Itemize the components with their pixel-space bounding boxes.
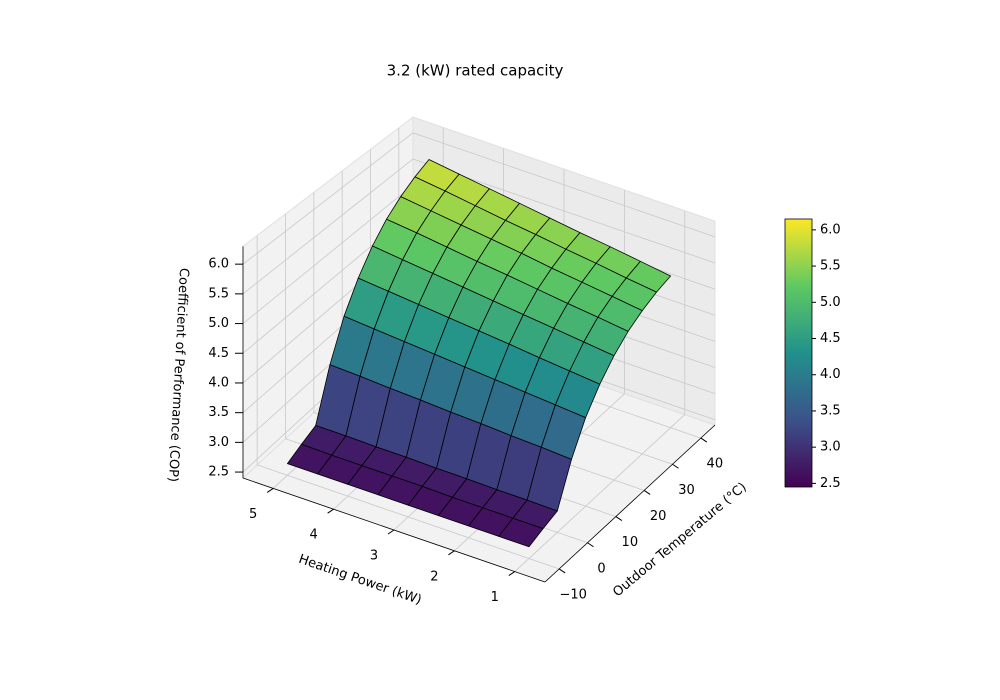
y-tick-label: 0 xyxy=(597,561,605,576)
y-tick xyxy=(615,516,623,521)
z-tick-label: 6.0 xyxy=(208,257,229,272)
chart-title: 3.2 (kW) rated capacity xyxy=(387,62,564,80)
z-tick-label: 4.5 xyxy=(208,346,229,361)
y-tick xyxy=(700,437,708,443)
y-tick xyxy=(672,463,679,469)
surface xyxy=(286,159,671,548)
x-tick-label: 4 xyxy=(309,528,317,543)
y-tick xyxy=(558,568,566,574)
x-tick-label: 5 xyxy=(249,507,257,522)
colorbar: 2.5 3.0 3.5 4.0 4.5 5.0 5.5 6.0 xyxy=(784,218,841,491)
z-tick-label: 4.0 xyxy=(208,375,229,390)
grid-line xyxy=(257,464,560,570)
x-tick xyxy=(508,571,516,577)
x-tick xyxy=(266,487,274,493)
y-tick-label: 40 xyxy=(707,457,724,472)
z-tick-label: 5.5 xyxy=(208,286,229,301)
y-axis-line xyxy=(544,424,716,583)
grid-line xyxy=(412,132,716,238)
x-tick xyxy=(327,508,334,514)
colorbar-tick-label: 4.5 xyxy=(820,331,841,346)
grid-line xyxy=(242,158,414,295)
y-tick-label: 20 xyxy=(650,509,667,524)
y-tick-label: 10 xyxy=(622,535,639,550)
y-tick-label: 30 xyxy=(678,483,695,498)
colorbar-tick-label: 2.5 xyxy=(820,476,841,491)
z-tick-label: 3.5 xyxy=(208,405,229,420)
colorbar-tick-label: 3.5 xyxy=(820,403,841,418)
x-tick-label: 3 xyxy=(370,549,378,564)
colorbar-tick-label: 5.5 xyxy=(820,259,841,274)
x-tick xyxy=(387,529,395,535)
grid-line xyxy=(242,184,414,324)
y-tick-label: −10 xyxy=(559,587,586,602)
colorbar-tick-label: 5.0 xyxy=(820,295,841,310)
z-tick-label: 3.0 xyxy=(208,435,229,450)
surface-cell xyxy=(498,517,544,548)
colorbar-tick-label: 4.0 xyxy=(820,367,841,382)
colorbar-tick-label: 3.0 xyxy=(820,440,841,455)
z-tick-label: 5.0 xyxy=(208,316,229,331)
x-tick-label: 1 xyxy=(491,590,499,605)
colorbar-gradient xyxy=(784,218,813,488)
axes: 1 2 3 4 5 −10 0 10 20 30 40 2.5 3.0 3.5 4.0 4.5 5.0 5.5 6.… xyxy=(208,246,723,605)
x-tick xyxy=(448,550,455,556)
grid-line xyxy=(242,132,414,265)
grid-line xyxy=(514,414,686,572)
y-tick xyxy=(587,542,594,548)
z-tick-label: 2.5 xyxy=(208,465,229,480)
y-tick xyxy=(643,490,651,495)
x-tick-label: 2 xyxy=(430,569,438,584)
colorbar-tick-label: 6.0 xyxy=(820,222,841,237)
x-axis-line xyxy=(242,477,546,583)
